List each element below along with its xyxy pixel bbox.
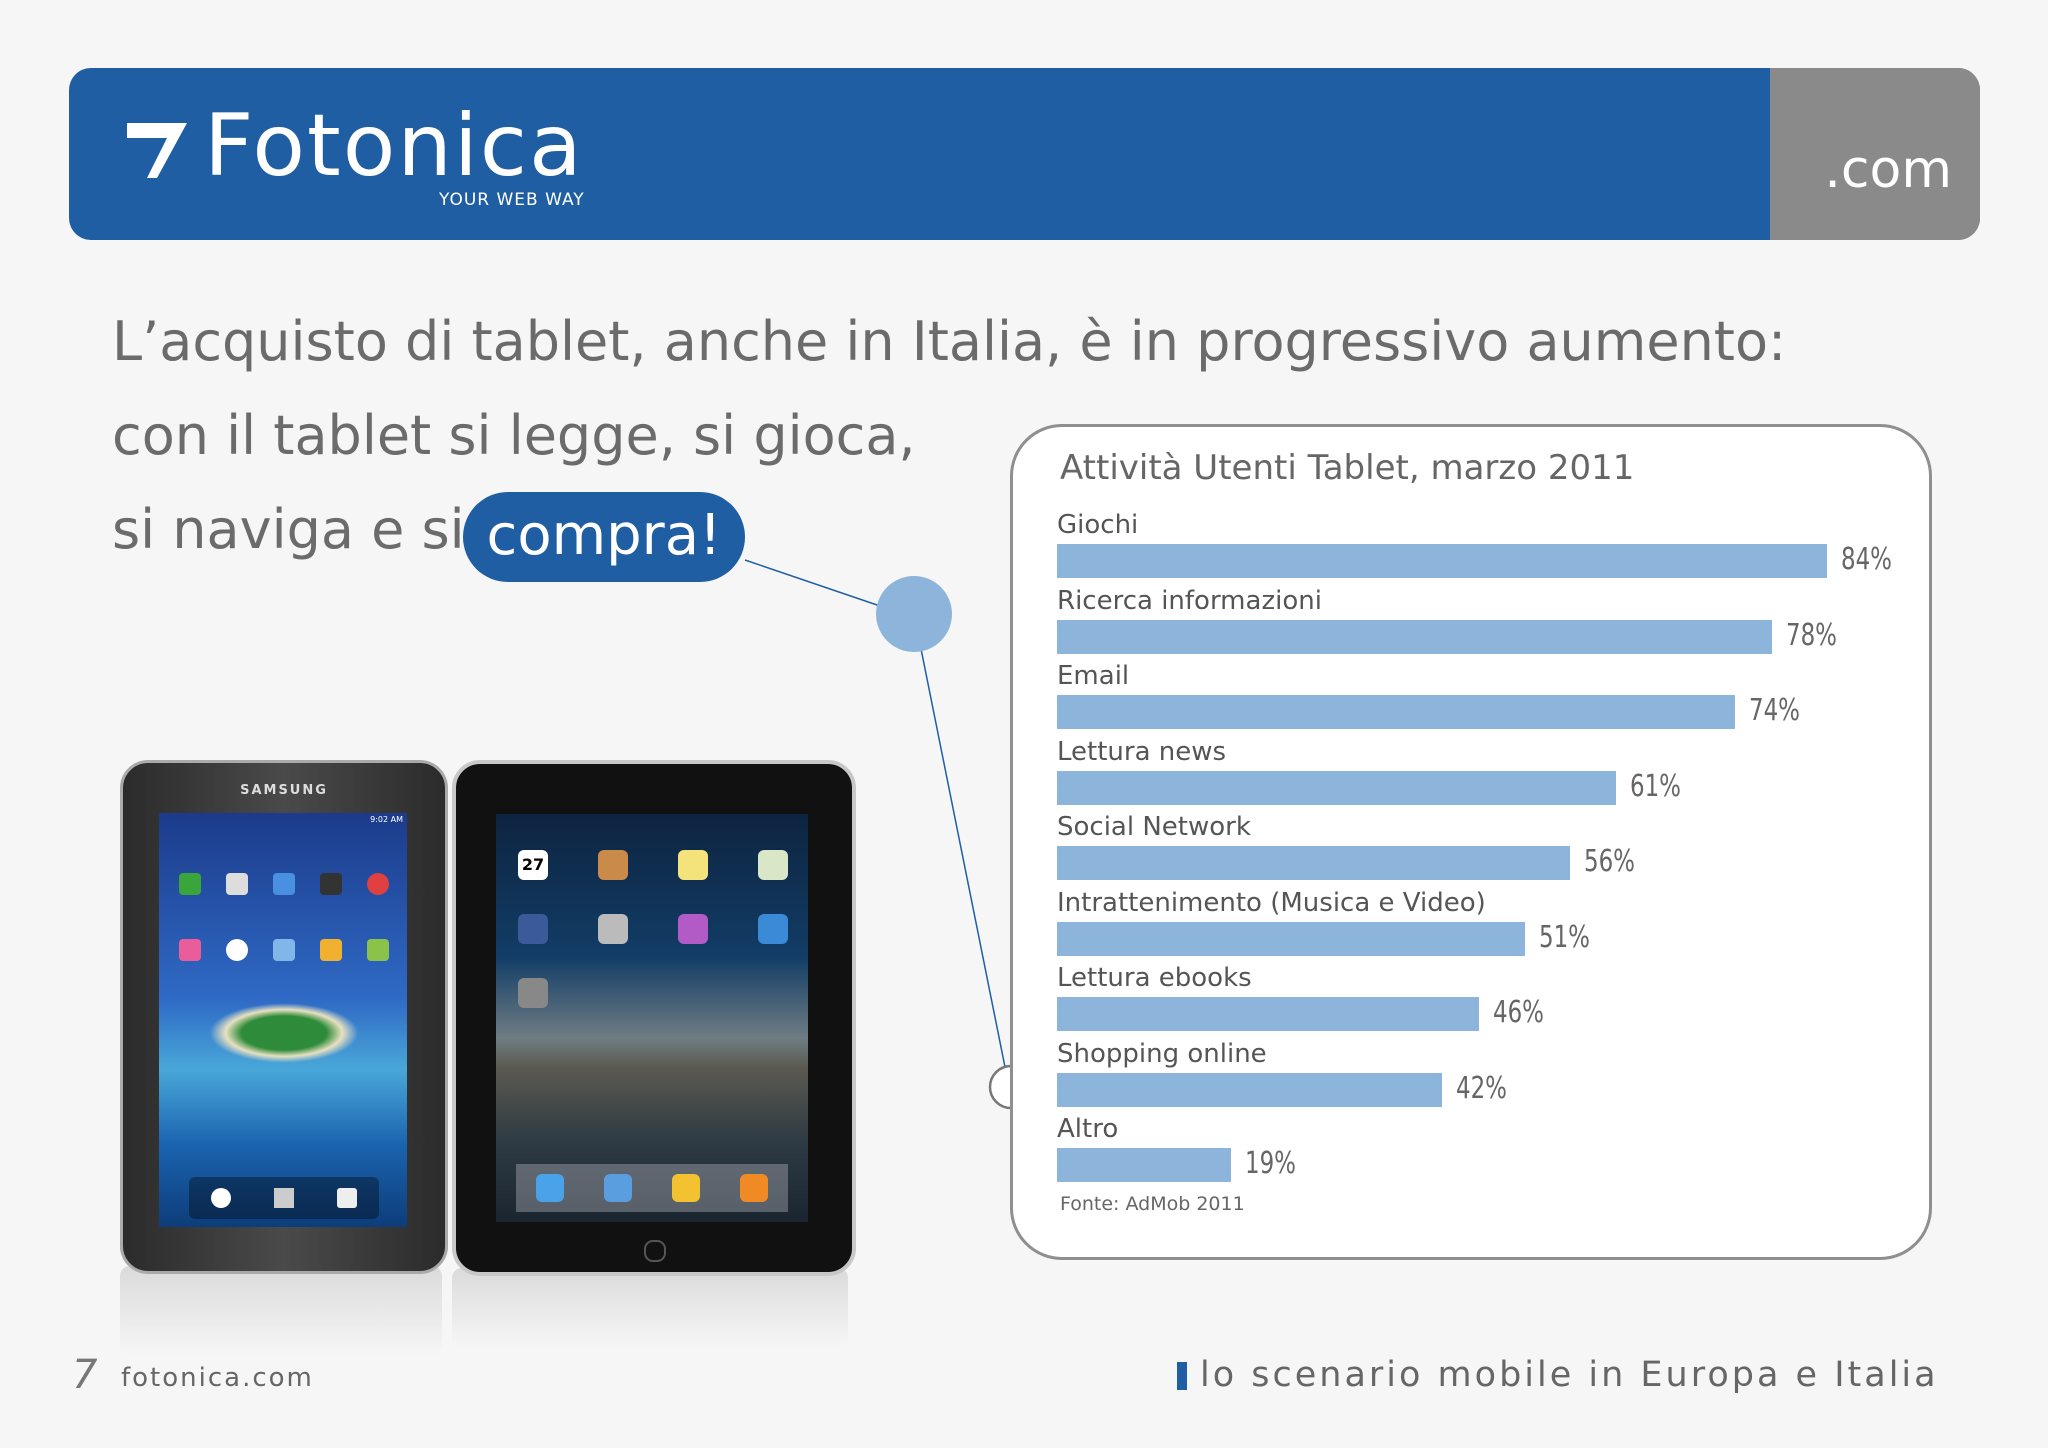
ipad-app-row-2 [518,914,788,944]
home-button-icon[interactable] [644,1240,666,1262]
fotonica-logo-icon [127,123,187,178]
mail-app-icon[interactable] [604,1174,632,1202]
chart-source: Fonte: AdMob 2011 [1060,1193,1245,1215]
bar-value-label: 46% [1492,995,1544,1030]
calendar-app-icon[interactable] [273,939,295,961]
bar-value-label: 42% [1456,1070,1507,1106]
itunes-app-icon[interactable] [678,914,708,944]
samsung-tablet: SAMSUNG 9:02 AM [120,760,448,1274]
footer-topic: lo scenario mobile in Europa e Italia [1200,1355,1939,1395]
samsung-screen: 9:02 AM [159,813,407,1227]
bar-category-label: Giochi [1057,510,1139,540]
ipad-reflection [452,1268,848,1348]
bar-value-label: 51% [1538,919,1590,955]
bar-value-label: 74% [1749,693,1801,728]
samsung-app-row-2 [179,939,389,961]
ipod-app-icon[interactable] [740,1174,768,1202]
brand-name: Fotonica [204,96,584,196]
page-number: 7 [72,1352,98,1398]
bar-category-label: Ricerca informazioni [1057,585,1322,616]
bar [1057,695,1736,729]
domain-suffix: .com [1824,140,1952,200]
readers-hub-app-icon[interactable] [226,873,248,895]
settings-app-icon[interactable] [518,978,548,1008]
samsung-status-time: 9:02 AM [370,815,403,824]
bar-value-label: 84% [1841,542,1892,577]
headline-line-2: con il tablet si legge, si gioca, [112,404,916,467]
contacts-app-icon[interactable] [598,850,628,880]
notes-app-icon[interactable] [678,850,708,880]
ipad-tablet: 27 [452,760,856,1276]
bar-category-label: Shopping online [1057,1038,1267,1069]
bar [1057,921,1525,956]
footer-accent-mark [1177,1362,1187,1390]
samsung-reflection [120,1266,442,1356]
bar-value-label: 19% [1245,1146,1297,1181]
applications-grid-icon[interactable] [273,1188,294,1208]
browser-app-icon[interactable] [210,1188,231,1208]
bar-value-label: 56% [1584,844,1636,879]
ipad-app-row-1: 27 [518,850,788,880]
samsung-brand: SAMSUNG [240,783,328,798]
chart-title: Attività Utenti Tablet, marzo 2011 [1060,448,1635,488]
ipad-app-row-3 [518,978,548,1008]
bar [1057,997,1479,1031]
maps-app-icon[interactable] [758,850,788,880]
videos-app-icon[interactable] [518,914,548,944]
youtube-app-icon[interactable] [598,914,628,944]
bar [1057,1148,1232,1182]
music-app-icon[interactable] [179,939,201,961]
photos-app-icon[interactable] [672,1174,700,1202]
bar [1057,770,1617,805]
callout-dot-filled [876,576,952,652]
market-app-icon[interactable] [367,939,389,961]
app-store-icon[interactable] [758,914,788,944]
thinkfree-app-icon[interactable] [320,939,342,961]
island-wallpaper [209,1003,359,1063]
bar-category-label: Lettura news [1057,736,1227,767]
video-app-icon[interactable] [226,939,248,961]
navigation-app-icon[interactable] [273,873,295,895]
bar-category-label: Altro [1057,1114,1119,1144]
bar [1057,846,1571,880]
bar-category-label: Intrattenimento (Musica e Video) [1057,887,1486,918]
email-app-icon[interactable] [337,1188,358,1208]
phone-app-icon[interactable] [179,873,201,895]
bar-category-label: Email [1057,661,1130,691]
bar [1057,1072,1442,1107]
samsung-app-row-1 [179,873,389,895]
headline-line-1: L’acquisto di tablet, anche in Italia, è… [112,310,1787,373]
camera-app-icon[interactable] [320,873,342,895]
bar-value-label: 78% [1786,617,1837,653]
highlight-pill: compra! [463,492,745,582]
bar [1057,544,1827,578]
bar-category-label: Lettura ebooks [1057,963,1252,993]
bar-category-label: Social Network [1057,812,1251,842]
calendar-app-icon[interactable]: 27 [518,850,548,880]
places-app-icon[interactable] [367,873,389,895]
footer-site: fotonica.com [121,1363,314,1393]
samsung-dock [189,1177,379,1219]
header-banner: Fotonica YOUR WEB WAY .com [69,68,1980,240]
bar-value-label: 61% [1630,768,1682,804]
brand-tagline: YOUR WEB WAY [439,190,585,210]
bar [1057,619,1772,654]
domain-suffix-panel [1770,68,1980,240]
headline-line-3: si naviga e si [112,498,465,561]
ipad-dock [516,1164,788,1212]
ipad-screen: 27 [496,814,808,1222]
safari-app-icon[interactable] [536,1174,564,1202]
